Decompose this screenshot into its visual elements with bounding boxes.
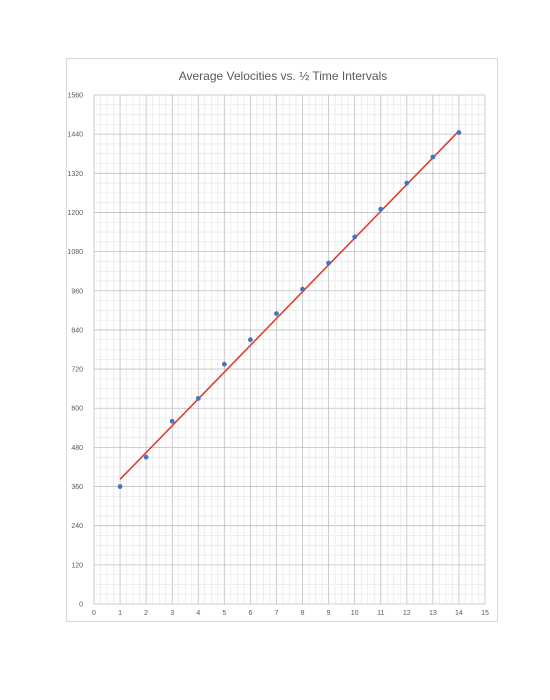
data-point (430, 154, 436, 160)
y-tick-label: 120 (71, 562, 83, 569)
y-tick-label: 240 (71, 523, 83, 530)
y-tick-label: 720 (71, 367, 83, 374)
x-tick-label: 14 (455, 610, 463, 617)
data-point (378, 206, 384, 212)
scatter-chart: Average Velocities vs. ½ Time Intervals … (67, 69, 489, 617)
y-tick-label: 0 (79, 602, 83, 609)
y-tick-label: 1320 (67, 171, 83, 178)
y-tick-label: 840 (71, 327, 83, 334)
y-tick-label: 1440 (67, 132, 83, 139)
data-point (248, 337, 253, 343)
x-tick-label: 1 (118, 610, 122, 617)
x-tick-label: 0 (92, 610, 96, 617)
y-tick-label: 1200 (67, 210, 83, 217)
y-tick-label: 1080 (67, 249, 83, 256)
y-tick-label: 360 (71, 484, 83, 491)
x-tick-label: 10 (351, 610, 359, 617)
x-tick-label: 3 (170, 610, 174, 617)
x-tick-label: 13 (429, 610, 437, 617)
data-point (143, 454, 149, 460)
y-tick-label: 600 (71, 406, 83, 413)
data-point (326, 260, 331, 266)
data-point (456, 130, 462, 135)
data-point (300, 286, 305, 292)
y-tick-label: 480 (71, 445, 83, 452)
x-tick-label: 6 (248, 610, 252, 617)
data-point (404, 180, 410, 186)
y-tick-label: 960 (71, 288, 83, 295)
trendline (119, 130, 460, 480)
x-tick-label: 12 (403, 610, 411, 617)
x-tick-label: 5 (222, 610, 226, 617)
x-tick-label: 7 (275, 610, 279, 617)
data-point (169, 418, 175, 424)
x-tick-label: 4 (196, 610, 200, 617)
data-point (274, 311, 279, 317)
chart-frame: Average Velocities vs. ½ Time Intervals … (66, 58, 498, 622)
x-tick-label: 15 (481, 610, 489, 617)
x-tick-label: 11 (377, 610, 384, 617)
y-tick-label: 1560 (67, 93, 83, 100)
data-point (117, 484, 123, 489)
x-tick-label: 8 (301, 610, 305, 617)
x-tick-label: 2 (144, 610, 148, 617)
x-tick-label: 9 (327, 610, 331, 617)
chart-title: Average Velocities vs. ½ Time Intervals (179, 69, 388, 83)
data-point (195, 396, 201, 401)
data-point (221, 361, 227, 367)
data-point (352, 234, 358, 240)
